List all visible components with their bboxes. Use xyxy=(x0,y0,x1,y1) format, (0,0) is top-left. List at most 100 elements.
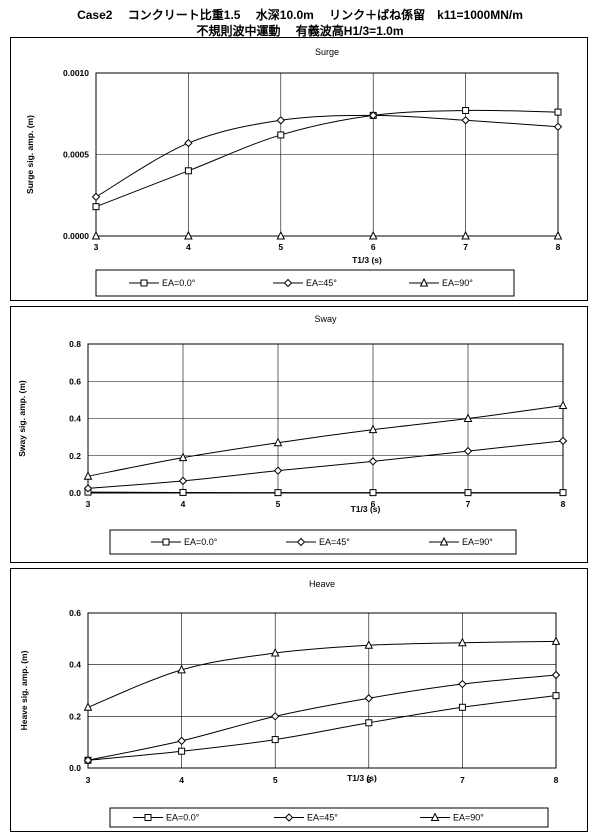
surge-legend-label: EA=45° xyxy=(306,278,337,288)
heave-legend xyxy=(109,807,549,828)
heave-legend-label: EA=45° xyxy=(307,813,338,823)
sway-data-point-triangle xyxy=(463,413,473,422)
surge-y-tick-label: 0.0000 xyxy=(63,231,89,241)
sway-data-point-diamond xyxy=(273,466,283,475)
sway-data-point-square xyxy=(464,489,472,497)
surge-data-point-triangle xyxy=(461,230,470,240)
sway-chart-title: Sway xyxy=(314,314,337,324)
sway-x-tick-label: 7 xyxy=(466,499,471,509)
heave-data-point-triangle xyxy=(551,636,561,645)
heave-chart-panel: Heave 0.0 0.2 0.4 0.6 3 4 5 6 7 8 T1/3 (s) Heave sig… xyxy=(10,568,588,832)
heave-data-point-diamond xyxy=(364,694,374,703)
heave-y-tick-label: 0.2 xyxy=(69,711,81,721)
heave-data-point-triangle xyxy=(270,647,280,657)
heave-x-tick-label: 6 xyxy=(366,775,371,785)
surge-data-point-diamond xyxy=(276,116,286,125)
heave-legend-marker-diamond xyxy=(284,813,294,822)
surge-chart-title: Surge xyxy=(315,47,339,57)
heave-legend-label: EA=0.0° xyxy=(166,813,200,823)
surge-data-point-diamond xyxy=(91,192,101,202)
heave-data-point-triangle xyxy=(364,640,374,649)
surge-x-tick-label: 8 xyxy=(556,242,561,252)
heave-y-tick-label: 0.6 xyxy=(69,608,81,618)
surge-x-tick-label: 5 xyxy=(278,242,283,252)
heave-data-point-triangle xyxy=(458,637,467,647)
surge-data-point-diamond xyxy=(553,122,563,131)
sway-data-point-triangle xyxy=(558,400,568,409)
heave-data-point-square xyxy=(271,736,279,744)
heave-data-point-triangle xyxy=(177,664,186,674)
heave-legend-marker-square xyxy=(144,814,152,821)
sway-y-tick-label: 0.6 xyxy=(69,376,81,386)
heave-series-line-2 xyxy=(87,674,557,761)
sway-y-tick-label: 0.0 xyxy=(69,488,81,498)
heave-data-point-square xyxy=(552,692,560,700)
sway-legend-marker-square xyxy=(162,538,170,546)
sway-x-tick-label: 3 xyxy=(86,499,91,509)
surge-data-point-diamond xyxy=(184,138,193,148)
surge-series-line-1 xyxy=(95,109,559,208)
surge-x-tick-label: 3 xyxy=(94,242,99,252)
heave-x-axis-label: T1/3 (s) xyxy=(347,773,377,783)
header-line-1: Case2 コンクリート比重1.5 水深10.0m リンク＋ばね係留 k11=1… xyxy=(77,8,523,22)
header-line-2: 不規則波中運動 有義波高H1/3=1.0m xyxy=(196,24,404,38)
sway-y-tick-label: 0.8 xyxy=(69,339,81,349)
surge-x-tick-label: 4 xyxy=(186,242,191,252)
surge-data-point-diamond xyxy=(368,111,378,120)
surge-series-line-2 xyxy=(95,114,559,198)
heave-x-tick-label: 7 xyxy=(460,775,465,785)
sway-data-point-diamond xyxy=(463,446,473,456)
surge-data-point-square xyxy=(554,108,562,116)
heave-x-tick-label: 5 xyxy=(273,775,278,785)
surge-chart: Surge 0.0000 0.0005 0.0010 3 4 5 6 7 8 T1/3 (s) Sur… xyxy=(25,47,563,297)
surge-legend-marker-triangle xyxy=(419,277,429,287)
sway-data-point-triangle xyxy=(83,471,93,480)
surge-y-axis-label: Surge sig. amp. (m) xyxy=(25,115,35,194)
sway-data-point-diamond xyxy=(178,476,188,486)
heave-data-point-square xyxy=(365,719,373,727)
heave-data-point-diamond xyxy=(270,712,280,721)
heave-data-point-diamond xyxy=(177,736,186,746)
surge-x-tick-label: 7 xyxy=(463,242,468,252)
sway-x-axis-label: T1/3 (s) xyxy=(351,504,381,514)
sway-data-point-diamond xyxy=(558,436,568,446)
heave-data-point-diamond xyxy=(83,756,93,765)
heave-data-point-triangle xyxy=(83,702,93,711)
heave-plot-area xyxy=(87,612,557,769)
sway-x-tick-label: 6 xyxy=(371,499,376,509)
surge-data-point-triangle xyxy=(184,230,193,240)
heave-data-point-square xyxy=(458,703,466,711)
heave-legend-label: EA=90° xyxy=(453,813,484,823)
sway-data-point-square xyxy=(274,489,282,497)
surge-chart-panel: Surge 0.0000 0.0005 0.0010 3 4 5 6 7 8 T1/3 (s) Sur… xyxy=(10,37,588,301)
sway-x-tick-label: 8 xyxy=(561,499,566,509)
surge-legend-marker-diamond xyxy=(283,278,293,288)
surge-data-point-triangle xyxy=(91,230,101,240)
sway-data-point-square xyxy=(369,489,377,497)
surge-data-point-square xyxy=(462,106,470,114)
sway-series-line-1 xyxy=(87,491,563,494)
sway-y-tick-label: 0.4 xyxy=(69,414,81,424)
surge-data-point-triangle xyxy=(276,230,286,240)
surge-data-point-triangle xyxy=(368,230,378,240)
sway-data-point-triangle xyxy=(368,424,378,434)
surge-legend-marker-square xyxy=(140,279,148,287)
sway-chart-panel: Sway 0.0 0.2 0.4 0.6 0.8 3 4 5 6 7 8 T1/3 (s) Sway si… xyxy=(10,306,588,563)
sway-series-line-2 xyxy=(87,440,564,489)
heave-x-tick-label: 4 xyxy=(179,775,184,785)
sway-legend-marker-diamond xyxy=(296,537,306,547)
surge-legend xyxy=(95,269,515,297)
sway-data-point-triangle xyxy=(178,452,188,462)
heave-x-tick-label: 3 xyxy=(86,775,91,785)
sway-y-tick-label: 0.2 xyxy=(69,451,81,461)
surge-x-tick-label: 6 xyxy=(371,242,376,252)
sway-legend-marker-triangle xyxy=(439,536,449,546)
sway-data-point-square xyxy=(559,489,567,497)
surge-data-point-square xyxy=(92,203,100,211)
surge-data-point-triangle xyxy=(553,230,563,240)
sway-data-point-square xyxy=(179,488,187,496)
surge-x-axis-label: T1/3 (s) xyxy=(352,255,382,265)
heave-series-line-3 xyxy=(87,640,557,708)
heave-legend-marker-triangle xyxy=(430,812,440,821)
sway-y-axis-label: Sway sig. amp. (m) xyxy=(17,380,27,457)
